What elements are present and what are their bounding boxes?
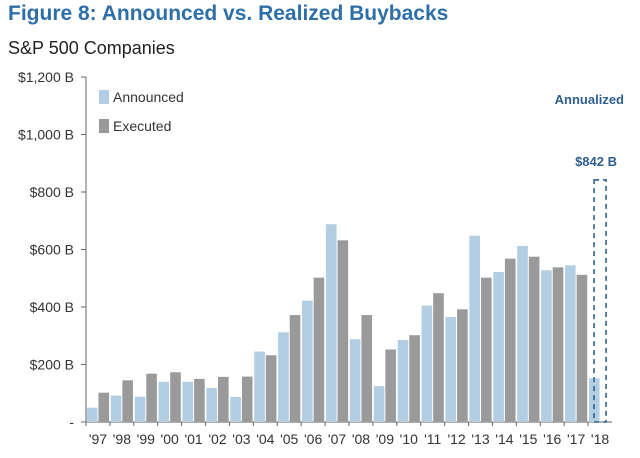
chart-subtitle: S&P 500 Companies <box>8 38 175 58</box>
announced-bar <box>445 317 457 422</box>
annualized-caption: Annualized <box>555 92 624 107</box>
x-tick-label: '17 <box>567 431 585 447</box>
announced-bar <box>158 381 170 422</box>
x-tick-label: '15 <box>519 431 537 447</box>
x-tick-label: '03 <box>232 431 250 447</box>
x-tick-label: '02 <box>208 431 226 447</box>
announced-bar <box>278 332 289 422</box>
executed-bar <box>218 376 229 422</box>
x-tick-label: '97 <box>89 431 107 447</box>
announced-bar <box>493 271 504 422</box>
executed-bar <box>98 392 110 422</box>
announced-bar <box>541 270 552 422</box>
x-tick-label: '09 <box>376 431 394 447</box>
executed-bar <box>552 267 564 422</box>
bars <box>86 224 600 422</box>
executed-bar <box>409 335 420 422</box>
x-tick-label: '12 <box>447 431 465 447</box>
y-axis: - $200 B $400 B $600 B $800 B $1,000 B $1,200 … <box>18 69 87 430</box>
announced-bar <box>110 395 122 422</box>
x-tick-label: '04 <box>256 431 274 447</box>
x-tick-label: '08 <box>352 431 370 447</box>
x-tick-label: '06 <box>304 431 322 447</box>
announced-legend-label: Announced <box>113 89 184 105</box>
executed-legend-swatch <box>99 119 109 133</box>
y-tick-label: $1,000 B <box>18 127 74 143</box>
announced-bar <box>397 340 409 422</box>
x-tick-label: '98 <box>113 431 131 447</box>
x-tick-label: '16 <box>543 431 561 447</box>
executed-bar <box>504 258 516 422</box>
y-tick-label: $200 B <box>30 357 74 373</box>
y-tick-label: $1,200 B <box>18 69 74 85</box>
executed-bar <box>241 376 253 422</box>
executed-bar <box>361 315 373 422</box>
executed-bar <box>313 277 325 422</box>
announced-bar <box>182 381 194 422</box>
legend: Announced Executed <box>99 89 184 134</box>
executed-bar <box>265 355 277 422</box>
annualized-dashed-bar <box>593 179 607 423</box>
y-tick-label: - <box>69 414 74 430</box>
announced-bar <box>469 235 480 422</box>
announced-bar <box>421 305 433 422</box>
chart-title: Figure 8: Announced vs. Realized Buyback… <box>8 2 449 25</box>
announced-bar <box>588 378 600 422</box>
executed-bar <box>528 256 540 422</box>
executed-bar <box>289 315 301 422</box>
announced-bar <box>373 386 385 422</box>
executed-bar <box>146 373 157 422</box>
announced-bar <box>206 388 217 422</box>
x-tick-label: '13 <box>471 431 489 447</box>
executed-bar <box>576 274 588 422</box>
y-tick-label: $600 B <box>30 242 74 258</box>
executed-bar <box>457 309 468 422</box>
x-tick-label: '07 <box>328 431 346 447</box>
executed-bar <box>481 277 492 422</box>
announced-bar <box>302 300 313 422</box>
executed-bar <box>122 380 133 422</box>
annualized-annotation: $842 B Annualized <box>555 92 624 423</box>
announced-legend-swatch <box>99 90 109 104</box>
announced-bar <box>565 265 576 422</box>
y-tick-label: $800 B <box>30 184 74 200</box>
announced-bar <box>254 351 265 422</box>
x-tick-label: '99 <box>137 431 155 447</box>
x-tick-label: '18 <box>591 431 609 447</box>
executed-legend-label: Executed <box>113 118 171 134</box>
x-axis: '97 '98 '99 '00 '01 '02 '03 '04 '05 '06 '07 '08 '09 '… <box>85 421 612 447</box>
announced-bar <box>230 396 241 422</box>
announced-bar <box>325 224 337 422</box>
x-tick-label: '14 <box>495 431 513 447</box>
x-tick-label: '01 <box>184 431 202 447</box>
executed-bar <box>385 349 396 422</box>
announced-bar <box>134 396 146 422</box>
x-tick-label: '10 <box>400 431 418 447</box>
executed-bar <box>194 378 205 422</box>
announced-bar <box>349 339 361 422</box>
executed-bar <box>337 240 349 422</box>
x-tick-label: '00 <box>161 431 179 447</box>
announced-bar <box>517 246 528 422</box>
executed-bar <box>170 372 181 422</box>
x-tick-label: '11 <box>424 431 441 447</box>
annualized-value-label: $842 B <box>575 154 617 169</box>
y-tick-label: $400 B <box>30 299 74 315</box>
announced-bar <box>86 407 98 422</box>
x-tick-label: '05 <box>280 431 298 447</box>
executed-bar <box>433 293 444 422</box>
